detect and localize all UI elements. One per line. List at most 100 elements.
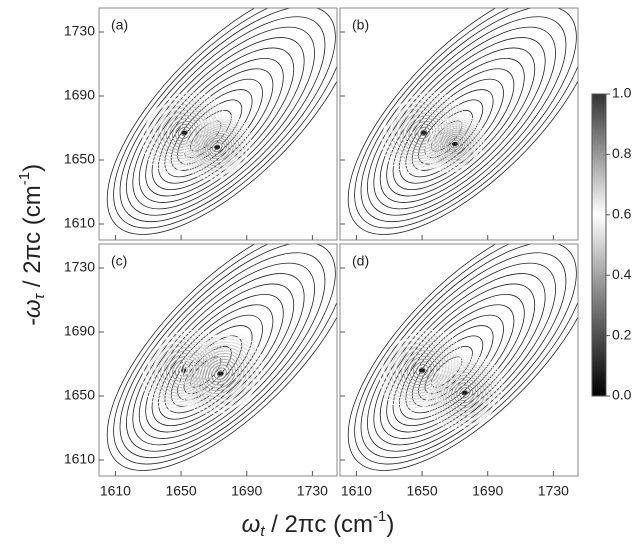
contour-line (392, 57, 525, 191)
contour-line (188, 119, 247, 176)
contour-line (180, 129, 188, 137)
peak-center (181, 130, 188, 135)
peak-center (451, 142, 458, 146)
y-tick-label: 1610 (64, 215, 95, 231)
contour-line (406, 355, 438, 386)
contour-line (444, 133, 466, 155)
contour-line (190, 344, 251, 403)
y-tick-label: 1730 (64, 23, 95, 39)
contour-line (440, 369, 490, 417)
contour-line (425, 115, 485, 173)
contour-line (408, 117, 440, 148)
x-tick-label: 1650 (165, 483, 196, 499)
contour-line (190, 121, 244, 173)
panel-label: (b) (352, 17, 369, 33)
contours (106, 244, 337, 471)
contour-line (126, 252, 326, 452)
contour-line (399, 304, 515, 420)
contour-line (119, 8, 336, 223)
contour-line (177, 126, 191, 140)
contour-line (169, 355, 200, 386)
colorbar-tick-label: 0.2 (612, 326, 632, 342)
contour-line (360, 244, 577, 459)
contour-line (402, 112, 445, 154)
contour-line (200, 130, 235, 164)
contour-line (151, 293, 284, 427)
peak-center (217, 371, 224, 376)
contour-line (405, 314, 504, 414)
contour-line (132, 26, 315, 210)
contour-line (360, 8, 577, 223)
contour-line (379, 37, 546, 203)
contour-line (354, 244, 578, 465)
contour-line (445, 374, 484, 412)
contour-line (387, 97, 460, 168)
contour-line (399, 109, 448, 157)
contour-line (367, 16, 567, 216)
panel-label: (c) (111, 253, 127, 269)
peak-center (419, 368, 426, 373)
contour-line (393, 103, 454, 162)
contour-line (187, 341, 254, 406)
contour-line (448, 376, 482, 409)
contour-line (113, 8, 337, 229)
contour-line (461, 389, 468, 396)
contour-line (164, 78, 263, 178)
contour-line (420, 129, 428, 137)
colorbar-tick-label: 0.8 (612, 145, 632, 161)
contour-line (347, 8, 578, 235)
contour-line (412, 361, 432, 380)
contour-line (392, 293, 525, 427)
contour-line (204, 135, 230, 160)
contour-line (411, 120, 437, 145)
contour-line (209, 139, 225, 155)
contour-line (199, 353, 242, 395)
x-tick-label: 1730 (297, 483, 328, 499)
x-tick-label: 1650 (406, 483, 437, 499)
contour-line (434, 363, 495, 422)
contour-line (148, 335, 221, 406)
contour-line (142, 92, 227, 174)
contour-line (208, 361, 233, 386)
y-tick-label: 1650 (64, 151, 95, 167)
contour-line (138, 37, 305, 203)
colorbar-tick-label: 1.0 (612, 85, 632, 101)
peak-center (461, 390, 468, 395)
contour-line (196, 350, 245, 398)
contour-line (145, 95, 224, 171)
peak-center (214, 145, 221, 150)
panel-frame (98, 243, 338, 477)
x-tick-label: 1690 (472, 483, 503, 499)
y-tick-label: 1730 (64, 259, 95, 275)
contour-line (437, 366, 492, 420)
contour-line (437, 127, 473, 161)
colorbar-tick-label: 0.6 (612, 206, 632, 222)
contour-line (367, 252, 567, 452)
contour-line (148, 97, 221, 168)
x-axis-label: ωt / 2πc (cm-1) (242, 508, 395, 540)
contour-line (183, 114, 251, 180)
contour-line (429, 358, 500, 427)
contour-line (381, 92, 466, 174)
peak-center (420, 130, 427, 135)
contour-line (388, 338, 456, 403)
contour-line (106, 8, 337, 235)
contour-line (405, 115, 443, 151)
contour-line (207, 137, 228, 157)
contour-line (178, 333, 263, 415)
colorbar-tick-label: 0.4 (612, 266, 632, 282)
contour-line (106, 244, 337, 471)
contour-line (197, 128, 237, 167)
contour-line (158, 304, 274, 420)
panel-label: (d) (352, 253, 369, 269)
panel-frame (339, 7, 579, 241)
contour-line (418, 367, 426, 374)
contour-line (435, 125, 475, 163)
contour-line (446, 135, 464, 153)
y-tick-label: 1610 (64, 451, 95, 467)
panel-frame (339, 243, 579, 477)
contour-line (211, 142, 223, 153)
contour-line (184, 338, 257, 409)
contour-line (193, 347, 248, 400)
contour-line (126, 16, 326, 216)
